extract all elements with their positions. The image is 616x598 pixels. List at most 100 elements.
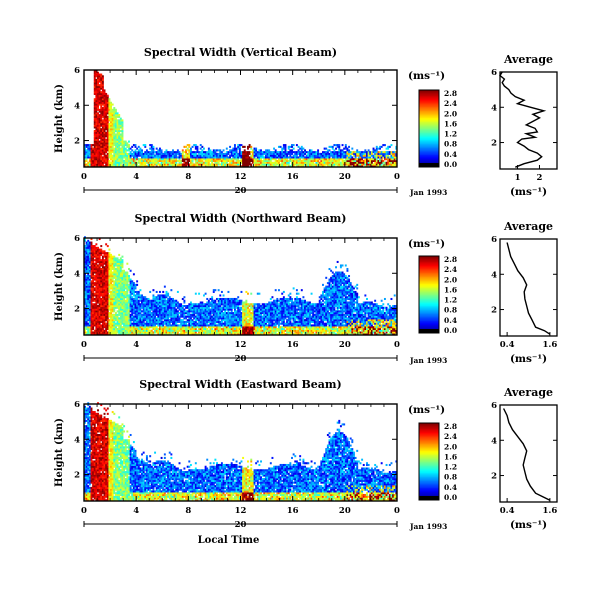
heatmap-cell	[175, 156, 178, 159]
colorbar-step	[419, 143, 439, 146]
heatmap-cell	[90, 257, 93, 260]
heatmap-cell	[304, 158, 307, 161]
heatmap-cell	[158, 299, 161, 302]
heatmap-cell	[129, 282, 132, 285]
heatmap-cell	[194, 322, 197, 325]
heatmap-cell	[232, 151, 235, 154]
heatmap-cell	[186, 147, 189, 150]
heatmap-cell	[118, 308, 121, 311]
heatmap-cell	[227, 165, 230, 168]
heatmap-cell	[95, 119, 98, 122]
heatmap-cell	[204, 163, 207, 166]
heatmap-cell	[170, 308, 173, 311]
heatmap-cell	[256, 161, 259, 164]
heatmap-cell	[95, 112, 98, 115]
heatmap-cell	[181, 322, 184, 325]
heatmap-cell	[144, 144, 147, 147]
heatmap-cell	[103, 133, 106, 136]
heatmap-cell	[123, 144, 126, 147]
heatmap-cell	[137, 306, 140, 309]
heatmap-cell	[209, 327, 212, 331]
heatmap-cell	[325, 156, 328, 159]
heatmap-cell	[84, 310, 86, 313]
heatmap-cell	[181, 165, 184, 168]
heatmap-cell	[147, 306, 150, 309]
heatmap-cell	[88, 333, 91, 336]
heatmap-cell	[119, 278, 122, 281]
heatmap-cell	[168, 315, 171, 318]
heatmap-cell	[98, 327, 101, 331]
heatmap-cell	[106, 262, 109, 265]
heatmap-cell	[198, 315, 201, 318]
heatmap-cell	[106, 137, 109, 140]
heatmap-cell	[121, 297, 124, 301]
heatmap-cell	[160, 305, 163, 308]
heatmap-cell	[282, 145, 285, 148]
heatmap-cell	[90, 319, 93, 322]
heatmap-cell	[155, 151, 158, 154]
heatmap-cell	[181, 315, 184, 318]
heatmap-cell	[175, 154, 178, 157]
heatmap-cell	[207, 161, 210, 164]
heatmap-cell	[157, 158, 160, 161]
heatmap-cell	[183, 305, 186, 308]
heatmap-cell	[85, 275, 88, 278]
heatmap-cell	[126, 320, 129, 323]
heatmap-cell	[393, 159, 396, 163]
heatmap-cell	[85, 283, 88, 286]
heatmap-cell	[220, 324, 223, 327]
heatmap-cell	[87, 327, 90, 331]
heatmap-cell	[211, 319, 214, 322]
heatmap-cell	[119, 282, 122, 285]
heatmap-cell	[167, 159, 170, 163]
heatmap-cell	[181, 308, 184, 311]
heatmap-cell	[100, 161, 103, 164]
heatmap-cell	[158, 326, 161, 329]
heatmap-cell	[168, 324, 171, 327]
heatmap-cell	[101, 156, 104, 159]
heatmap-cell	[141, 324, 143, 327]
heatmap-cell	[186, 315, 189, 318]
heatmap-cell	[367, 165, 370, 168]
heatmap-cell	[97, 329, 99, 332]
heatmap-cell	[119, 315, 122, 318]
heatmap-cell	[132, 158, 135, 161]
heatmap-cell	[139, 329, 142, 332]
heatmap-cell	[282, 144, 285, 147]
heatmap-cell	[87, 326, 90, 329]
heatmap-cell	[207, 317, 210, 320]
heatmap-cell	[90, 327, 93, 331]
heatmap-cell	[100, 144, 103, 147]
heatmap-cell	[116, 267, 119, 271]
x-tick-label: 16	[287, 172, 299, 182]
heatmap-cell	[84, 271, 86, 274]
heatmap-cell	[100, 297, 103, 301]
heatmap-cell	[90, 241, 93, 244]
heatmap-cell	[98, 80, 101, 83]
heatmap-cell	[154, 303, 157, 306]
heatmap-cell	[114, 331, 117, 334]
heatmap-cell	[238, 165, 241, 168]
heatmap-cell	[111, 275, 114, 278]
heatmap-cell	[313, 158, 316, 161]
heatmap-cell	[185, 320, 187, 323]
heatmap-cell	[175, 315, 178, 318]
heatmap-cell	[103, 259, 106, 262]
heatmap-cell	[315, 161, 318, 164]
heatmap-cell	[216, 320, 218, 323]
heatmap-cell	[199, 322, 202, 325]
heatmap	[84, 236, 398, 336]
heatmap-cell	[118, 138, 121, 141]
heatmap-cell	[105, 324, 108, 327]
heatmap-cell	[183, 312, 186, 315]
heatmap-cell	[87, 144, 90, 147]
heatmap-cell	[124, 149, 127, 152]
heatmap-cell	[93, 264, 96, 267]
heatmap-cell	[113, 112, 116, 115]
heatmap-cell	[103, 255, 106, 258]
heatmap-cell	[216, 327, 218, 331]
heatmap-cell	[194, 320, 197, 323]
heatmap-cell	[114, 135, 117, 138]
heatmap-cell	[100, 299, 103, 302]
heatmap-cell	[354, 163, 357, 166]
